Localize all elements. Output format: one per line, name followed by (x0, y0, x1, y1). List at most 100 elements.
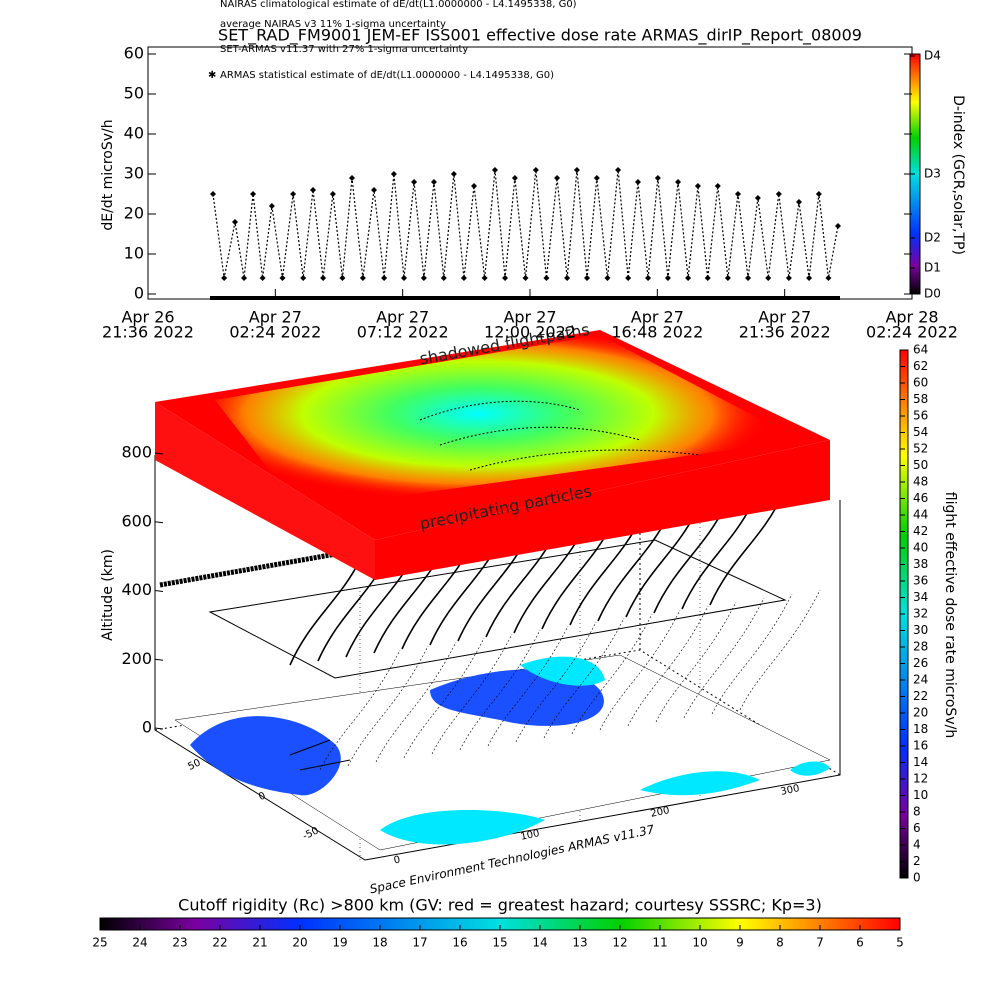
plot-frame (147, 46, 913, 300)
data-point (440, 275, 447, 281)
slab-side (155, 402, 375, 580)
data-point (371, 187, 378, 193)
map-land (380, 810, 545, 845)
colorbar-tick-label: 52 (913, 442, 928, 456)
y-tick-label: 60 (124, 44, 144, 63)
data-point (259, 275, 266, 281)
data-point (430, 179, 437, 185)
data-point (460, 275, 467, 281)
data-point (268, 203, 275, 209)
data-point (329, 191, 336, 197)
x-tick-label: Apr 27 (503, 308, 556, 327)
y-tick-label: 50 (124, 84, 144, 103)
data-point (625, 275, 632, 281)
colorbar-tick-label: 42 (913, 524, 928, 538)
data-point (400, 275, 407, 281)
map-land (640, 771, 760, 796)
z-tick-label: 0 (142, 718, 152, 737)
data-point (704, 275, 711, 281)
plot-3d: shadowed flightpaths precipitating parti… (100, 320, 958, 897)
z-axis-label: Altitude (km) (100, 549, 116, 641)
data-point (491, 167, 498, 173)
colorbar-tick-label: 54 (913, 425, 928, 439)
colorbar-tick-label: 62 (913, 359, 928, 373)
data-point (654, 175, 661, 181)
x-tick-label: Apr 27 (631, 308, 684, 327)
data-point (411, 179, 418, 185)
colorbar-tick-label: 32 (913, 607, 928, 621)
lat-tick-label: 0 (257, 790, 267, 803)
map-land (520, 656, 605, 686)
data-point (554, 175, 561, 181)
x-tick-label: 21:36 2022 (102, 323, 194, 342)
colorbar-tick-label: 23 (172, 936, 187, 950)
data-point (221, 275, 228, 281)
x-tick-label: 21:36 2022 (739, 323, 831, 342)
map-land (790, 761, 830, 776)
data-point (806, 275, 813, 281)
data-point (765, 275, 772, 281)
colorbar-tick-label: 64 (913, 343, 928, 357)
z-tick-label: 400 (121, 580, 152, 599)
colorbar-tick-label: 7 (816, 936, 824, 950)
slab-side (375, 440, 830, 580)
colorbar-tick-label: 22 (212, 936, 227, 950)
data-point (584, 275, 591, 281)
colorbar-tick-label: 8 (913, 805, 921, 819)
colorbar-tick-label: 14 (913, 755, 928, 769)
box-edge (154, 455, 841, 861)
colorbar-tick-label: D0 (924, 287, 941, 301)
track (709, 499, 781, 606)
colorbar-tick-label: 5 (896, 936, 904, 950)
colorbar-tick-label: 6 (913, 821, 921, 835)
lon-tick-label: 100 (520, 828, 541, 843)
track (711, 593, 793, 715)
x-tick-label: 02:24 2022 (229, 323, 321, 342)
colorbar-tick-label: 28 (913, 640, 928, 654)
legend-line: average NAIRAS v3 11% 1-sigma uncertaint… (220, 19, 446, 30)
colorbar-tick-label: 48 (913, 475, 928, 489)
colorbar-tick-label: D3 (924, 167, 941, 181)
data-point (825, 275, 832, 281)
colorbar-tick-label: 34 (913, 590, 928, 604)
x-tick-label: Apr 28 (885, 308, 938, 327)
x-tick-label: Apr 27 (376, 308, 429, 327)
data-point (604, 275, 611, 281)
lat-tick-label: 50 (186, 757, 202, 772)
x-tick-label: 07:12 2022 (357, 323, 449, 342)
colorbar-tick-label: D1 (924, 261, 941, 275)
data-point (615, 167, 622, 173)
colorbar-tick-label: 4 (913, 838, 921, 852)
colorbar-tick-label: 11 (652, 936, 667, 950)
data-point (634, 179, 641, 185)
track (289, 559, 361, 666)
x-tick-label: Apr 27 (758, 308, 811, 327)
x-tick-label: 16:48 2022 (611, 323, 703, 342)
colorbar-title: Cutoff rigidity (Rc) >800 km (GV: red = … (178, 896, 822, 915)
z-tick-label: 600 (121, 511, 152, 530)
colorbar-tick-label: 18 (372, 936, 387, 950)
slab-tracks (419, 400, 701, 471)
colorbar-tick-label: 6 (856, 936, 864, 950)
colorbar-tick-label: 8 (776, 936, 784, 950)
series-line (212, 169, 839, 279)
colorbar-tick-label: 25 (92, 936, 107, 950)
data-point (564, 275, 571, 281)
legend-line: NAIRAS climatological estimate of dE/dt(… (220, 0, 577, 10)
data-point (664, 275, 671, 281)
lon-tick-label: 0 (393, 854, 402, 866)
data-point (675, 179, 682, 185)
data-point (300, 275, 307, 281)
colorbar-tick-label: 26 (913, 656, 928, 670)
data-point (573, 167, 580, 173)
colorbar-tick-label: 36 (913, 574, 928, 588)
colorbar-tick-label: 24 (132, 936, 147, 950)
colorbar-tick-label: 13 (572, 936, 587, 950)
colorbar-tick-label: 14 (532, 936, 547, 950)
data-point (815, 191, 822, 197)
colorbar-tick-label: 40 (913, 541, 928, 555)
colorbar-tick-label: 10 (692, 936, 707, 950)
colorbar-tick-label: 60 (913, 376, 928, 390)
y-tick-label: 30 (124, 164, 144, 183)
